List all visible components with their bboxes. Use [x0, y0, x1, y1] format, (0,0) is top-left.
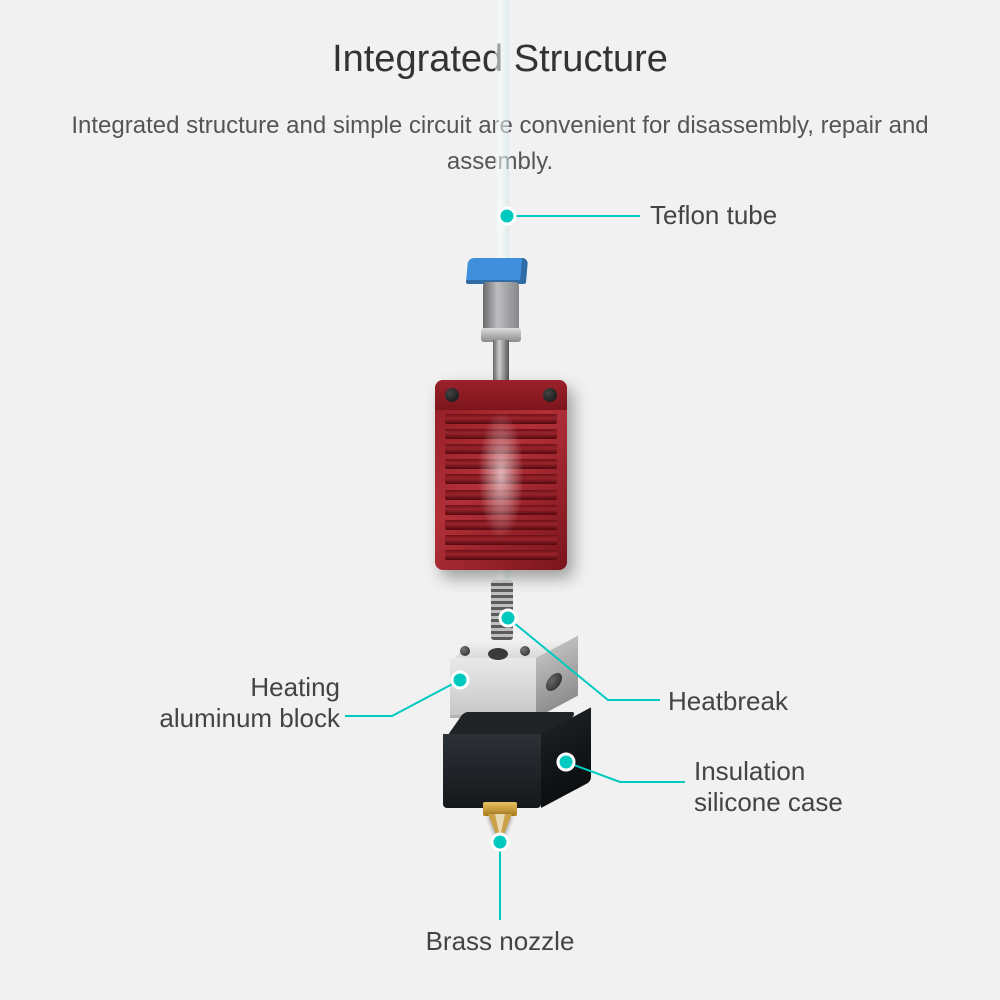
heatsink — [435, 380, 567, 570]
callout-heatbreak: Heatbreak — [668, 686, 788, 717]
coupler-clip — [466, 258, 528, 284]
callout-nozzle: Brass nozzle — [350, 926, 650, 957]
heatbreak — [491, 580, 513, 640]
heater-block — [450, 640, 580, 718]
silicone-case — [443, 712, 593, 808]
callout-teflon: Teflon tube — [650, 200, 777, 231]
coupler-stem — [493, 340, 509, 380]
callout-heater: Heatingaluminum block — [90, 672, 340, 734]
coupler-body — [483, 282, 519, 334]
callout-silicone: Insulationsilicone case — [694, 756, 843, 818]
